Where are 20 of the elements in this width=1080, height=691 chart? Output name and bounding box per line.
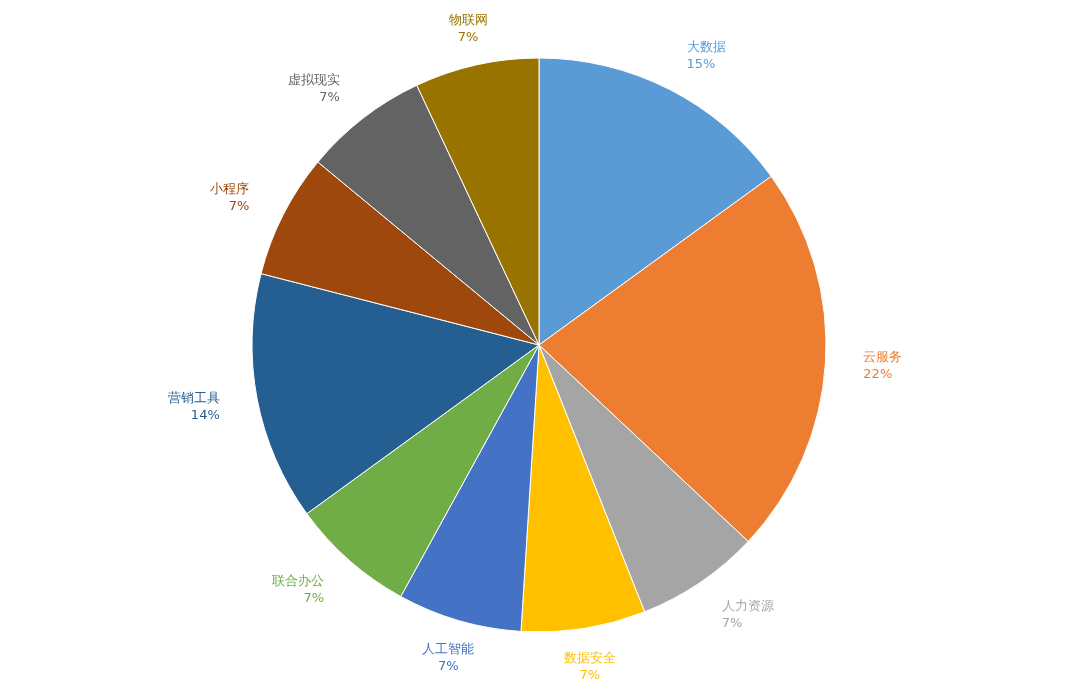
slice-label: 联合办公 xyxy=(272,572,325,588)
slice-label: 人工智能 xyxy=(422,641,475,657)
slice-label: 人力资源 xyxy=(721,597,774,613)
data-label: 7% xyxy=(438,658,459,674)
data-label: 14% xyxy=(190,406,220,422)
data-label: 7% xyxy=(228,198,250,214)
slice-label: 小程序 xyxy=(210,181,250,197)
data-label: 15% xyxy=(686,56,716,72)
data-label: 22% xyxy=(863,366,893,382)
slice-label: 数据安全 xyxy=(563,650,616,665)
slice-label: 云服务 xyxy=(863,349,903,365)
slice-label: 营销工具 xyxy=(167,389,220,405)
data-label: 7% xyxy=(721,614,743,630)
data-label: 7% xyxy=(579,667,601,682)
data-label: 7% xyxy=(319,89,340,105)
slice-label: 大数据 xyxy=(686,39,726,55)
slice-label: 物联网 xyxy=(448,11,488,27)
slice-label: 虚拟现实 xyxy=(287,72,340,88)
data-label: 7% xyxy=(457,28,479,44)
data-label: 7% xyxy=(303,589,325,605)
